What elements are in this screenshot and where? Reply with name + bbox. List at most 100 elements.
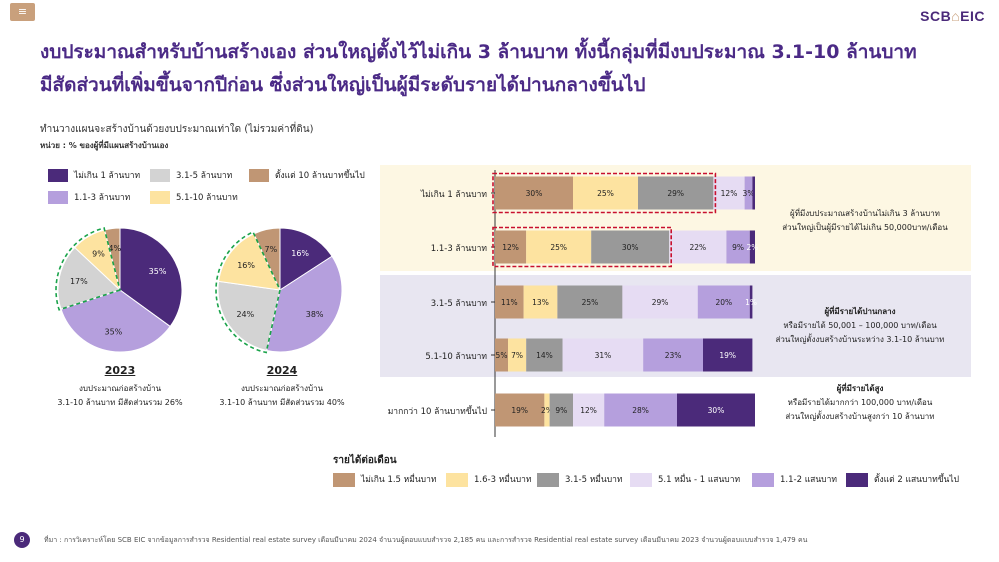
legend-label: ตั้งแต่ 10 ล้านบาทขึ้นไป bbox=[275, 171, 365, 181]
pie-year-2023: 2023 bbox=[104, 364, 136, 377]
bar-segment bbox=[573, 176, 638, 210]
pie-slice-label: 38% bbox=[306, 310, 324, 319]
pie-slice bbox=[279, 227, 333, 291]
legend-swatch bbox=[846, 472, 868, 487]
bar-segment-label: 29% bbox=[667, 189, 684, 198]
bar-segment bbox=[749, 285, 753, 319]
bar-segment bbox=[677, 393, 755, 427]
bar-segment-label: 30% bbox=[526, 189, 543, 198]
pie-caption-2023: งบประมาณก่อสร้างบ้าน 3.1-10 ล้านบาท มีสั… bbox=[30, 382, 210, 410]
legend-label: ตั้งแต่ 2 แสนบาทขึ้นไป bbox=[874, 475, 960, 485]
pie-caption-line: 3.1-10 ล้านบาท มีสัดส่วนรวม 26% bbox=[57, 398, 183, 407]
bar-segment bbox=[713, 176, 745, 210]
bar-category-label: มากกว่า 10 ล้านบาทขึ้นไป bbox=[388, 405, 487, 417]
legend-label: ไม่เกิน 1 ล้านบาท bbox=[74, 171, 141, 181]
legend-swatch bbox=[48, 169, 68, 182]
legend-swatch bbox=[48, 191, 68, 204]
legend-swatch bbox=[630, 472, 652, 487]
bar-segment-label: 23% bbox=[665, 351, 682, 360]
legend-item-income-1: 1.6-3 หมื่นบาท bbox=[446, 472, 531, 487]
bar-segment bbox=[643, 338, 703, 372]
bar-segment bbox=[669, 230, 727, 264]
bar-segment-label: 9% bbox=[555, 406, 567, 415]
headline-line-1: งบประมาณสำหรับบ้านสร้างเอง ส่วนใหญ่ตั้งไ… bbox=[40, 41, 917, 63]
bar-category-label: 5.1-10 ล้านบาท bbox=[425, 351, 487, 362]
bar-segment-label: 20% bbox=[715, 298, 732, 307]
bar-segment-label: 11% bbox=[501, 298, 518, 307]
legend-item-income-2: 3.1-5 หมื่นบาท bbox=[537, 472, 622, 487]
annotation-mid: ผู้ที่มีรายได้ปานกลาง หรือมีรายได้ 50,00… bbox=[750, 305, 970, 347]
bar-segment-label: 9% bbox=[732, 243, 744, 252]
bar-segment bbox=[495, 230, 527, 264]
annotation-line: หรือมีรายได้ 50,001 – 100,000 บาท/เดือน bbox=[783, 321, 937, 330]
bar-segment bbox=[495, 338, 508, 372]
legend-label: 3.1-5 ล้านบาท bbox=[176, 171, 233, 181]
pie-slice-label: 16% bbox=[237, 261, 255, 270]
bar-segment-label: 12% bbox=[721, 189, 738, 198]
bar-segment bbox=[544, 393, 550, 427]
chart-unit: หน่วย : % ของผู้ที่มีแผนสร้างบ้านเอง bbox=[40, 141, 169, 150]
pie-caption-line: งบประมาณก่อสร้างบ้าน bbox=[240, 384, 324, 393]
legend-swatch bbox=[752, 472, 774, 487]
bar-segment bbox=[562, 338, 644, 372]
bar-segment-label: 7% bbox=[511, 351, 523, 360]
annotation-line: ส่วนใหญ่ตั้งงบสร้างบ้านระหว่าง 3.1-10 ล้… bbox=[775, 335, 945, 344]
bar-segment-label: 12% bbox=[580, 406, 597, 415]
income-legend-title: รายได้ต่อเดือน bbox=[333, 455, 397, 466]
bar-segment-label: 28% bbox=[632, 406, 649, 415]
legend-item-income-4: 1.1-2 แสนบาท bbox=[752, 472, 837, 487]
legend-label: 1.6-3 หมื่นบาท bbox=[474, 475, 532, 485]
pie-slice bbox=[60, 289, 171, 353]
pie-slice-label: 9% bbox=[92, 250, 105, 259]
legend-label: ไม่เกิน 1.5 หมื่นบาท bbox=[361, 475, 437, 485]
bar-segment-label: 2% bbox=[746, 243, 758, 252]
bar-segment bbox=[523, 285, 558, 319]
bar-segment-label: 19% bbox=[511, 406, 528, 415]
annotation-line: ผู้ที่มีงบประมาณสร้างบ้านไม่เกิน 3 ล้านบ… bbox=[790, 209, 940, 218]
bar-segment bbox=[495, 285, 524, 319]
annotation-low: ผู้ที่มีงบประมาณสร้างบ้านไม่เกิน 3 ล้านบ… bbox=[755, 207, 975, 235]
bar-segment bbox=[703, 338, 753, 372]
bar-category-label: 3.1-5 ล้านบาท bbox=[431, 298, 488, 309]
bar-segment bbox=[604, 393, 677, 427]
bar-category-label: ไม่เกิน 1 ล้านบาท bbox=[420, 189, 488, 200]
page-number: 9 bbox=[14, 532, 30, 548]
bar-segment bbox=[752, 176, 755, 210]
pie-slice bbox=[217, 280, 281, 352]
bar-segment bbox=[749, 230, 755, 264]
menu-icon: ≡ bbox=[17, 5, 28, 18]
annotation-line: หรือมีรายได้มากกว่า 100,000 บาท/เดือน bbox=[787, 398, 933, 407]
legend-swatch bbox=[333, 472, 355, 487]
bar-segment bbox=[495, 393, 545, 427]
pie-slice-label: 16% bbox=[291, 249, 309, 258]
legend-label: 3.1-5 หมื่นบาท bbox=[565, 475, 623, 485]
pie-slice bbox=[266, 255, 343, 353]
annotation-line: ผู้ที่มีรายได้สูง bbox=[836, 384, 884, 393]
annotation-line: ส่วนใหญ่ตั้งงบสร้างบ้านสูงกว่า 10 ล้านบา… bbox=[785, 412, 935, 421]
bar-segment bbox=[526, 230, 592, 264]
bar-category-label: 1.1-3 ล้านบาท bbox=[431, 243, 488, 254]
legend-item-income-3: 5.1 หมื่น - 1 แสนบาท bbox=[630, 472, 740, 487]
page-title: งบประมาณสำหรับบ้านสร้างเอง ส่วนใหญ่ตั้งไ… bbox=[40, 36, 960, 102]
pie-year-2024: 2024 bbox=[266, 364, 298, 377]
source-note: ที่มา : การวิเคราะห์โดย SCB EIC จากข้อมู… bbox=[44, 536, 808, 544]
annotation-line: ผู้ที่มีรายได้ปานกลาง bbox=[824, 307, 896, 316]
legend-swatch bbox=[150, 169, 170, 182]
bar-segment-label: 19% bbox=[719, 351, 736, 360]
pie-slice-label: 7% bbox=[265, 245, 278, 254]
legend-label: 1.1-3 ล้านบาท bbox=[74, 193, 131, 203]
legend-item-income-0: ไม่เกิน 1.5 หมื่นบาท bbox=[333, 472, 436, 487]
pie-slice-label: 17% bbox=[70, 277, 88, 286]
menu-button[interactable]: ≡ bbox=[10, 3, 35, 21]
legend-swatch bbox=[446, 472, 468, 487]
legend-item-budget-0: ไม่เกิน 1 ล้านบาท bbox=[48, 168, 140, 182]
bar-segment bbox=[697, 285, 750, 319]
pie-chart-2024: 16% 38% 24% 16% 7% bbox=[215, 227, 343, 354]
annotation-high: ผู้ที่มีรายได้สูง หรือมีรายได้มากกว่า 10… bbox=[750, 382, 970, 424]
legend-item-budget-1: 1.1-3 ล้านบาท bbox=[48, 190, 130, 204]
pie-caption-line: งบประมาณก่อสร้างบ้าน bbox=[78, 384, 162, 393]
legend-swatch bbox=[537, 472, 559, 487]
bar-segment-label: 3% bbox=[743, 189, 755, 198]
pie-slice-label: 35% bbox=[149, 267, 167, 276]
bar-segment-label: 25% bbox=[550, 243, 567, 252]
